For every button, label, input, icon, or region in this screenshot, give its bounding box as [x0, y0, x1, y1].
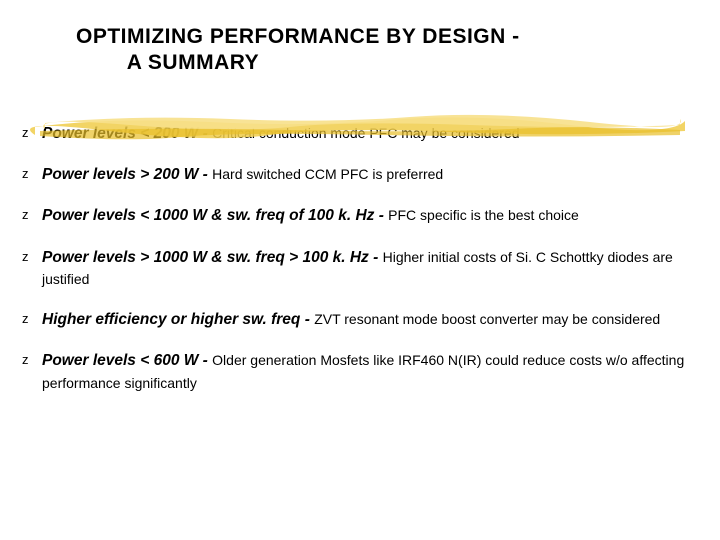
bullet-heading: Power levels > 200 W -	[42, 166, 212, 183]
list-item: z Higher efficiency or higher sw. freq -…	[22, 309, 698, 331]
bullet-icon: z	[22, 123, 42, 144]
list-item: z Power levels < 200 W - Critical conduc…	[22, 123, 698, 145]
bullet-heading: Power levels < 600 W -	[42, 352, 212, 369]
title-line-1: OPTIMIZING PERFORMANCE BY DESIGN -	[76, 25, 520, 48]
bullet-desc: ZVT resonant mode boost converter may be…	[314, 311, 660, 327]
list-item: z Power levels > 200 W - Hard switched C…	[22, 164, 698, 186]
bullet-heading: Higher efficiency or higher sw. freq -	[42, 311, 314, 328]
bullet-text: Power levels < 600 W - Older generation …	[42, 350, 698, 393]
bullet-desc: Hard switched CCM PFC is preferred	[212, 166, 443, 182]
bullet-icon: z	[22, 247, 42, 268]
bullet-text: Power levels < 200 W - Critical conducti…	[42, 123, 698, 145]
bullet-icon: z	[22, 350, 42, 371]
bullet-text: Higher efficiency or higher sw. freq - Z…	[42, 309, 698, 331]
bullet-text: Power levels < 1000 W & sw. freq of 100 …	[42, 205, 698, 227]
list-item: z Power levels > 1000 W & sw. freq > 100…	[22, 247, 698, 290]
bullet-list: z Power levels < 200 W - Critical conduc…	[0, 77, 720, 393]
title-line-2: A SUMMARY	[127, 51, 259, 74]
bullet-icon: z	[22, 309, 42, 330]
bullet-heading: Power levels < 1000 W & sw. freq of 100 …	[42, 207, 388, 224]
list-item: z Power levels < 600 W - Older generatio…	[22, 350, 698, 393]
bullet-text: Power levels > 200 W - Hard switched CCM…	[42, 164, 698, 186]
bullet-icon: z	[22, 164, 42, 185]
list-item: z Power levels < 1000 W & sw. freq of 10…	[22, 205, 698, 227]
bullet-heading: Power levels < 200 W -	[42, 125, 212, 142]
bullet-desc: Critical conduction mode PFC may be cons…	[212, 125, 519, 141]
bullet-icon: z	[22, 205, 42, 226]
bullet-heading: Power levels > 1000 W & sw. freq > 100 k…	[42, 249, 383, 266]
slide-title: OPTIMIZING PERFORMANCE BY DESIGN - A SUM…	[0, 0, 720, 77]
bullet-desc: PFC specific is the best choice	[388, 207, 579, 223]
bullet-text: Power levels > 1000 W & sw. freq > 100 k…	[42, 247, 698, 290]
